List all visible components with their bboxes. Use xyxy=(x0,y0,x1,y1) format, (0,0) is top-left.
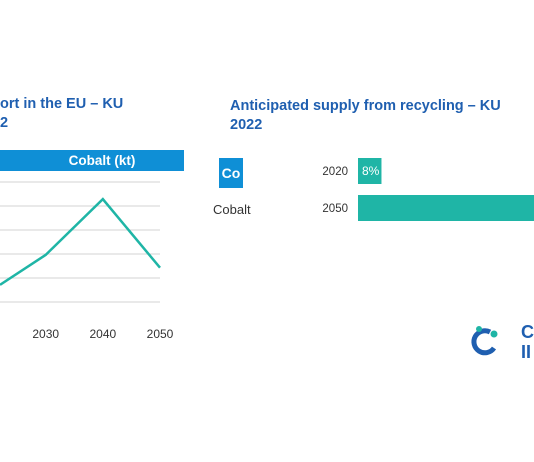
element-symbol-tile: Co xyxy=(219,158,243,188)
category-label: 2020 xyxy=(322,166,348,178)
x-tick-label: 2040 xyxy=(90,327,117,341)
x-tick-label: 2030 xyxy=(32,327,59,341)
data-label: 8% xyxy=(362,164,380,178)
logo-text-line2: II xyxy=(521,342,532,362)
cobalt-kt-header: Cobalt (kt) xyxy=(0,150,184,171)
element-name-label: Cobalt xyxy=(213,202,251,217)
x-tick-label: 2050 xyxy=(147,327,174,341)
bar xyxy=(358,195,534,221)
right-chart-title: Anticipated supply from recycling – KU 2… xyxy=(230,98,501,133)
series-line xyxy=(0,197,161,286)
left-chart-title: ort in the EU – KU 2 xyxy=(0,96,124,131)
recycling-bar-chart: 2020 8% 2050 xyxy=(322,158,534,221)
bar xyxy=(358,158,382,184)
company-logo-icon xyxy=(471,326,498,356)
category-label: 2050 xyxy=(322,203,348,215)
logo-text-line1: C xyxy=(521,322,534,342)
cobalt-line-chart: 2030 2040 2050 xyxy=(0,181,174,341)
